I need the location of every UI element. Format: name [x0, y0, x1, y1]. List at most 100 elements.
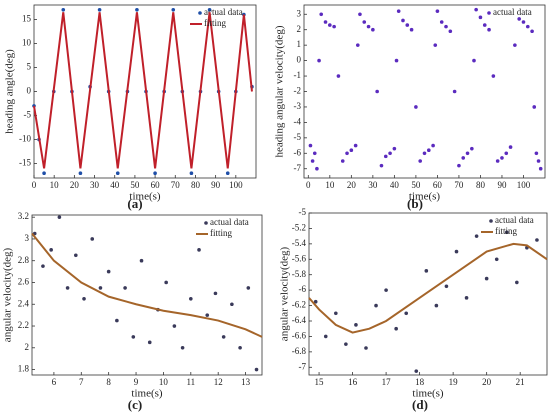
- y-axis-label: heading angle(deg): [4, 49, 16, 134]
- data-point: [57, 215, 62, 219]
- x-tick-label: 12: [214, 377, 223, 387]
- data-point: [431, 143, 435, 148]
- data-point: [135, 8, 139, 12]
- x-tick-label: 60: [151, 180, 161, 190]
- y-tick-label: 0: [27, 86, 32, 96]
- y-tick-label: -5: [294, 132, 302, 142]
- data-point: [422, 151, 427, 156]
- y-tick-label: -15: [19, 158, 31, 168]
- data-point: [312, 151, 317, 156]
- x-axis-label: time(s): [129, 191, 160, 203]
- data-point: [394, 326, 398, 331]
- y-tick-label: 0: [297, 55, 302, 65]
- data-point: [461, 156, 466, 160]
- data-point: [474, 234, 479, 238]
- data-point: [313, 299, 318, 304]
- x-tick-label: 70: [171, 180, 181, 190]
- data-point: [375, 89, 379, 94]
- x-tick-label: 7: [79, 377, 84, 387]
- data-point: [205, 313, 210, 317]
- x-tick-label: 17: [382, 377, 392, 387]
- y-tick-label: -6.2: [292, 300, 306, 310]
- data-point: [439, 20, 444, 24]
- y-axis-label: angular velocity(deg): [2, 247, 14, 342]
- x-tick-label: 16: [348, 377, 358, 387]
- x-tick-label: 10: [50, 180, 60, 190]
- data-point: [90, 237, 95, 241]
- data-point: [504, 230, 509, 235]
- legend-label: actual data: [204, 7, 243, 17]
- x-tick-label: 9: [134, 377, 139, 387]
- legend-swatch: [198, 11, 202, 15]
- y-axis-label: angular velocity(deg): [279, 246, 291, 341]
- x-tick-label: 6: [52, 377, 57, 387]
- data-point: [123, 286, 127, 290]
- data-point: [487, 27, 491, 32]
- data-point: [418, 159, 422, 163]
- y-tick-label: -5: [24, 110, 32, 120]
- x-axis-label: time(s): [409, 191, 440, 203]
- data-point: [358, 12, 362, 17]
- data-point: [414, 369, 419, 373]
- data-point: [315, 166, 319, 171]
- y-tick-label: -7: [294, 163, 302, 173]
- data-point: [323, 20, 328, 24]
- x-tick-label: 30: [368, 180, 378, 190]
- data-point: [401, 18, 405, 23]
- x-tick-label: 60: [433, 180, 443, 190]
- y-tick-label: -6.4: [292, 315, 307, 325]
- data-point: [189, 171, 194, 175]
- data-point: [409, 27, 414, 32]
- x-tick-label: 0: [32, 180, 37, 190]
- y-tick-label: 5: [27, 62, 32, 72]
- data-point: [394, 58, 399, 63]
- data-point: [153, 171, 157, 175]
- data-point: [246, 286, 251, 290]
- data-point: [49, 248, 53, 252]
- data-point: [482, 23, 487, 27]
- data-point: [532, 105, 537, 109]
- legend-label: fitting: [210, 228, 232, 238]
- data-point: [336, 74, 341, 78]
- data-point: [513, 43, 517, 47]
- x-tick-label: 10: [159, 377, 169, 387]
- data-point: [433, 43, 438, 47]
- x-tick-label: 80: [191, 180, 201, 190]
- data-point: [139, 258, 144, 263]
- y-tick-label: 2: [25, 342, 30, 352]
- data-point: [474, 7, 478, 12]
- legend-label: actual data: [210, 217, 249, 227]
- y-tick-label: -2: [294, 86, 302, 96]
- y-tick-label: 10: [22, 38, 32, 48]
- data-point: [230, 302, 234, 307]
- data-point: [434, 303, 439, 308]
- y-tick-label: -6: [294, 147, 302, 157]
- y-tick-label: 3: [25, 233, 30, 243]
- x-tick-label: 40: [110, 180, 120, 190]
- x-tick-label: 100: [229, 180, 243, 190]
- data-point: [465, 151, 470, 156]
- data-point: [41, 264, 45, 268]
- y-tick-label: 2.4: [18, 298, 30, 308]
- data-point: [504, 151, 509, 156]
- data-point: [78, 171, 83, 175]
- y-tick-label: -10: [19, 134, 31, 144]
- x-axis-label: time(s): [412, 388, 443, 400]
- y-tick-label: -6: [299, 284, 307, 294]
- y-tick-label: 2.8: [18, 255, 30, 265]
- y-tick-label: -5.2: [292, 222, 306, 232]
- fit-line: [308, 242, 548, 334]
- data-point: [362, 20, 367, 24]
- x-tick-label: 20: [70, 180, 80, 190]
- legend-swatch: [487, 11, 491, 15]
- y-tick-label: -5.8: [292, 269, 307, 279]
- x-tick-label: 15: [315, 377, 325, 387]
- data-point: [332, 24, 336, 29]
- x-tick-label: 8: [106, 377, 111, 387]
- data-point: [534, 151, 539, 156]
- data-point: [115, 171, 120, 175]
- y-tick-label: -6.8: [292, 346, 307, 356]
- data-point: [478, 15, 483, 20]
- data-point: [97, 8, 102, 12]
